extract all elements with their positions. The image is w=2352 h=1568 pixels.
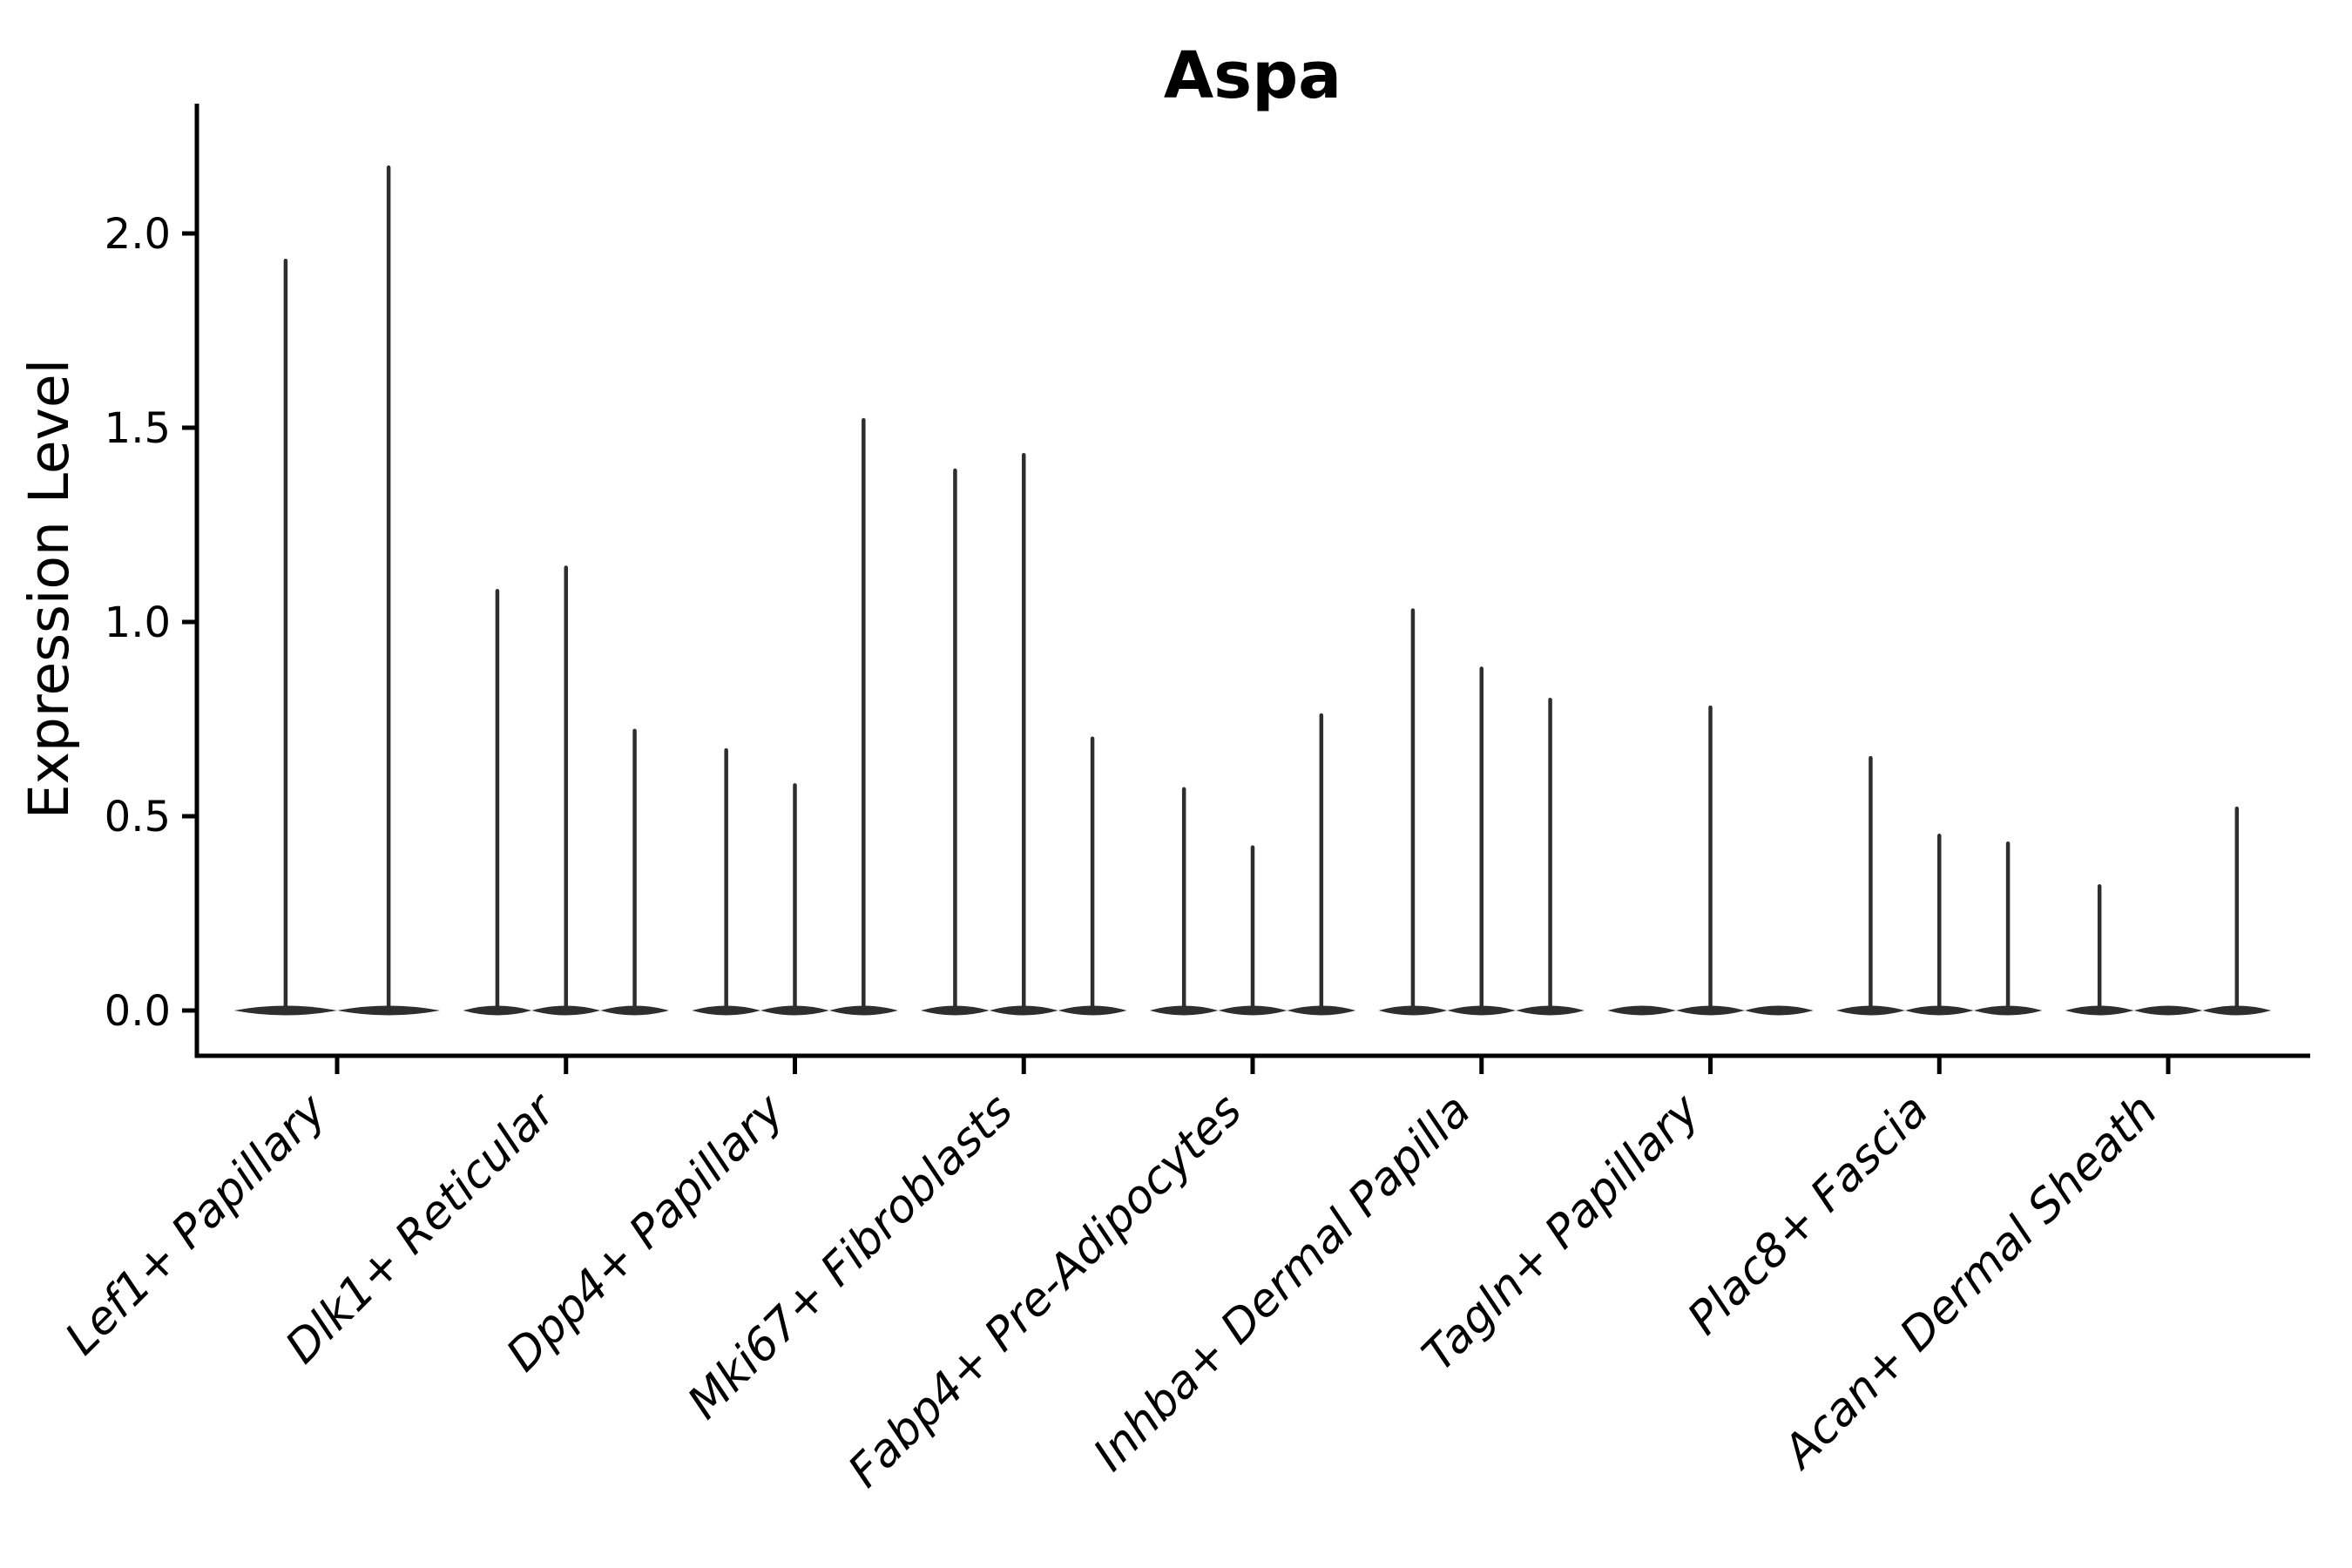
violin-base: [1744, 1005, 1814, 1016]
y-tick-label: 0.5: [105, 793, 171, 841]
y-tick-label: 1.0: [105, 598, 171, 647]
x-tick-label: Inhba+ Dermal Papilla: [1084, 1085, 1481, 1482]
x-tick-label: Acan+ Dermal Sheath: [1772, 1085, 2167, 1480]
violin-base: [2133, 1005, 2203, 1016]
y-tick-label: 2.0: [105, 210, 171, 259]
violins: [233, 165, 2272, 1016]
violin-base: [1607, 1005, 1677, 1016]
chart-title: Aspa: [1164, 38, 1342, 113]
y-axis-label: Expression Level: [17, 359, 81, 819]
y-tick-label: 1.5: [105, 404, 171, 453]
x-tick-label: Plac8+ Fascia: [1678, 1085, 1938, 1345]
axis-spines: [194, 104, 2310, 1058]
y-tick-label: 0.0: [105, 987, 171, 1036]
x-tick-label: Fabp4+ Pre-Adipocytes: [839, 1085, 1253, 1498]
